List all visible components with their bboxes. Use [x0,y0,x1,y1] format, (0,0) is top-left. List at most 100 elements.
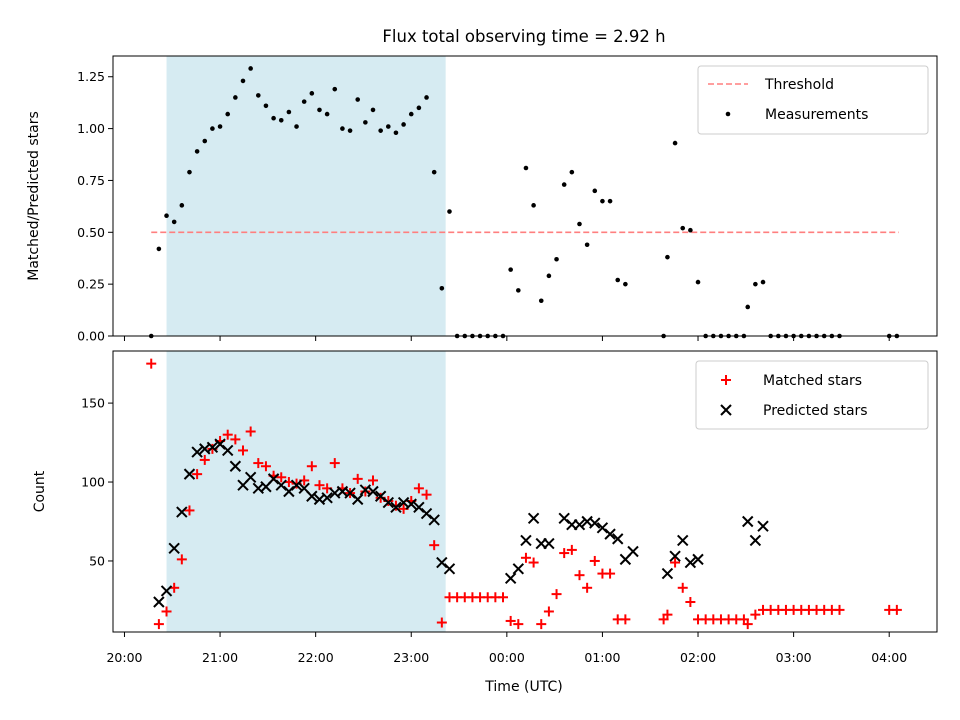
measurement-point-34 [408,111,414,117]
xtick-label-5: 01:00 [584,650,620,665]
matched-point-38 [436,617,447,628]
matched-point-65 [670,557,681,568]
predicted-point-51 [604,528,616,540]
measurement-point-11 [233,95,238,100]
measurement-point-3 [171,219,177,225]
matched-point-76 [750,609,761,620]
matched-point-7 [199,454,210,465]
predicted-point-38 [443,563,456,575]
predicted-point-36 [428,514,440,526]
measurement-point-29 [370,107,376,113]
matched-point-21 [306,461,317,472]
predicted-point-26 [352,493,364,506]
measurement-point-32 [393,130,399,136]
measurement-point-5 [187,169,192,175]
matched-point-24 [329,458,340,469]
predicted-star-points [153,438,769,608]
predicted-point-31 [390,501,402,513]
predicted-point-44 [543,537,555,550]
predicted-point-49 [589,517,601,529]
matched-point-64 [662,609,673,620]
measurement-point-57 [584,242,590,248]
measurement-point-2 [164,213,169,219]
top-plot-frame [112,55,938,337]
matched-point-46 [498,592,509,603]
measurement-point-1 [156,246,162,252]
matched-point-62 [620,614,631,625]
measurement-point-55 [569,169,575,175]
matched-point-54 [559,548,570,559]
matched-point-17 [276,472,287,483]
top-legend: Threshold Measurements [697,65,929,135]
predicted-point-47 [573,518,586,531]
measurement-point-27 [355,97,361,102]
bottom-y-ticks: 50 100 150 [81,396,113,568]
predicted-point-58 [684,556,697,569]
matched-point-4 [176,554,187,565]
predicted-point-59 [692,553,704,566]
measurement-point-10 [225,111,231,117]
matched-point-35 [413,483,424,494]
measurement-point-77 [760,279,766,285]
measurement-point-20 [301,99,307,104]
measurement-point-48 [516,288,521,293]
measurement-point-76 [753,281,758,287]
measurement-point-39 [447,209,452,214]
measurement-point-19 [294,124,299,129]
measurement-point-16 [271,115,276,121]
top-legend-box [697,65,929,135]
matched-point-37 [429,540,440,551]
x-axis-label: Time (UTC) [484,679,562,695]
predicted-point-52 [612,533,624,545]
measurement-point-67 [688,227,693,233]
predicted-point-39 [504,572,517,585]
predicted-point-28 [367,485,379,498]
matched-point-67 [685,597,696,608]
predicted-point-0 [153,596,165,608]
measurement-point-18 [286,109,292,115]
top-x-ticks [123,336,890,341]
predicted-point-55 [661,567,674,580]
matched-point-28 [360,486,371,497]
measurement-point-24 [332,86,338,92]
measurement-point-12 [240,78,246,84]
top-ytick-label-5: 1.25 [77,69,105,84]
predicted-point-10 [229,460,242,472]
top-y-axis-label: Matched/Predicted stars [26,111,42,281]
measurement-point-66 [680,225,686,231]
matched-point-22 [314,480,325,491]
matched-point-1 [153,619,164,630]
measurement-point-62 [623,281,628,287]
measurement-point-31 [386,124,391,129]
xtick-label-4: 00:00 [489,650,525,665]
measurement-point-6 [194,149,200,154]
measurement-point-49 [523,165,529,171]
xtick-label-6: 02:00 [680,650,716,665]
matched-point-56 [574,570,585,581]
matched-point-47 [505,615,516,626]
measurement-point-51 [538,298,544,304]
matched-point-49 [520,552,531,563]
bottom-x-ticks: 20:00 21:00 22:00 23:00 00:00 01:00 02:00 03:00… [106,632,907,665]
count-panel: 50 100 150 20:00 21:00 22:00 23:00 00:00 01:00 0… [32,350,938,695]
predicted-point-2 [168,542,180,555]
predicted-point-22 [321,492,333,504]
predicted-point-41 [520,534,532,547]
legend-predicted-swatch [720,404,732,416]
matched-point-10 [222,429,233,440]
measurement-point-65 [672,140,678,146]
matched-point-27 [352,473,363,484]
measurement-point-23 [324,111,330,117]
measurement-point-58 [592,188,598,194]
measurement-point-30 [378,128,383,133]
predicted-point-4 [183,468,196,480]
bottom-ytick-label-1: 100 [81,475,105,490]
measurement-point-15 [263,103,269,109]
measurement-point-36 [424,95,429,100]
top-ytick-label-3: 0.75 [77,173,105,188]
legend-matched-label: Matched stars [763,373,862,389]
measurement-point-25 [340,126,345,131]
bottom-plot-frame [112,350,938,633]
predicted-point-7 [206,441,219,454]
